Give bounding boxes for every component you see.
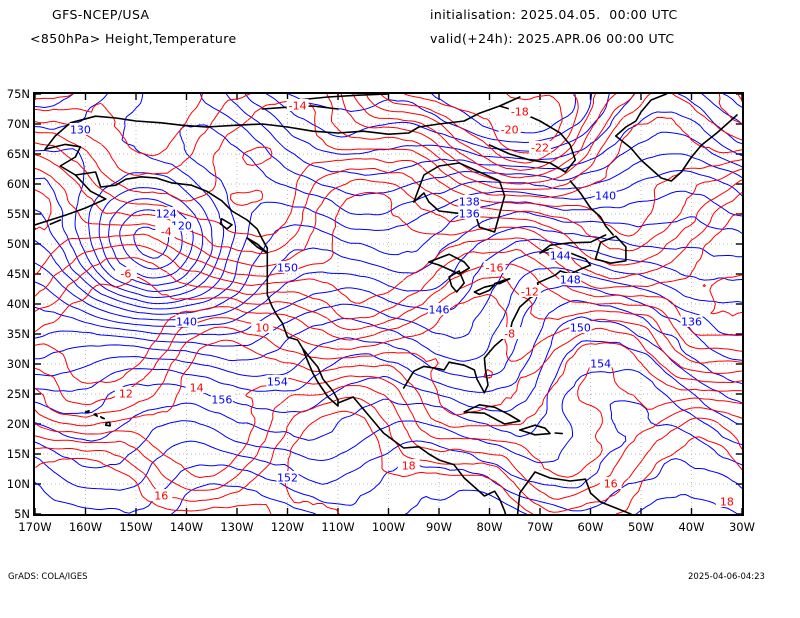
y-tick-30N: 30N bbox=[6, 357, 30, 371]
contour-label: -14 bbox=[289, 100, 307, 113]
y-tick-20N: 20N bbox=[6, 417, 30, 431]
render-timestamp: 2025-04-06-04:23 bbox=[688, 572, 765, 582]
contour-label: 154 bbox=[590, 358, 611, 371]
y-tick-50N: 50N bbox=[6, 237, 30, 251]
contour-label: 140 bbox=[176, 316, 197, 329]
contour-label: -12 bbox=[521, 286, 539, 299]
x-tick-80W: 80W bbox=[476, 520, 503, 534]
contour-label: 156 bbox=[211, 394, 232, 407]
y-tick-60N: 60N bbox=[6, 177, 30, 191]
x-tick-160W: 160W bbox=[68, 520, 103, 534]
y-tick-65N: 65N bbox=[6, 147, 30, 161]
contour-label: 18 bbox=[720, 496, 734, 509]
contour-label: 12 bbox=[119, 388, 133, 401]
contour-label: 148 bbox=[560, 274, 581, 287]
contour-label: 136 bbox=[459, 208, 480, 221]
contour-label: 130 bbox=[70, 124, 91, 137]
contour-label: 146 bbox=[429, 304, 450, 317]
x-tick-100W: 100W bbox=[371, 520, 406, 534]
x-tick-50W: 50W bbox=[627, 520, 654, 534]
contour-label: 124 bbox=[156, 208, 177, 221]
x-tick-110W: 110W bbox=[321, 520, 355, 534]
height-contour-group bbox=[35, 94, 742, 514]
contour-label: -16 bbox=[486, 262, 504, 275]
contour-label: -20 bbox=[501, 124, 519, 137]
contour-label: 138 bbox=[459, 196, 480, 209]
contour-label: 14 bbox=[190, 382, 204, 395]
contour-label: -4 bbox=[161, 226, 172, 239]
y-tick-55N: 55N bbox=[6, 207, 30, 221]
contour-label: 16 bbox=[154, 490, 168, 503]
y-tick-25N: 25N bbox=[6, 387, 30, 401]
gridline-group bbox=[35, 94, 742, 514]
y-tick-35N: 35N bbox=[6, 327, 30, 341]
y-tick-10N: 10N bbox=[6, 477, 30, 491]
contour-map-plot: 130 124 120 140 150 154 152 156 146 148 150 154 144 1… bbox=[33, 92, 744, 516]
source-credit: GrADS: COLA/IGES bbox=[8, 572, 88, 582]
temperature-contour-group bbox=[35, 94, 742, 514]
contour-label: -18 bbox=[511, 106, 529, 119]
contour-label: -6 bbox=[120, 268, 131, 281]
contour-label: 18 bbox=[402, 460, 416, 473]
contour-label: 152 bbox=[277, 472, 298, 485]
contour-label: 10 bbox=[255, 322, 269, 335]
contour-label: 150 bbox=[277, 262, 298, 275]
contour-label-group: 1301241201401501541521561461481501541441… bbox=[69, 99, 738, 509]
field-subtitle: <850hPa> Height,Temperature bbox=[30, 31, 237, 46]
x-tick-90W: 90W bbox=[425, 520, 452, 534]
contour-label: 150 bbox=[570, 322, 591, 335]
x-tick-150W: 150W bbox=[119, 520, 153, 534]
x-tick-140W: 140W bbox=[169, 520, 204, 534]
contour-label: -8 bbox=[504, 328, 515, 341]
contour-label: 136 bbox=[681, 316, 702, 329]
coastline-group bbox=[35, 94, 738, 514]
y-tick-70N: 70N bbox=[6, 117, 30, 131]
x-tick-40W: 40W bbox=[678, 520, 705, 534]
contour-label: 16 bbox=[604, 478, 618, 491]
contour-label: 154 bbox=[267, 376, 288, 389]
x-tick-170W: 170W bbox=[18, 520, 52, 534]
y-tick-40N: 40N bbox=[6, 297, 30, 311]
contour-label: -22 bbox=[531, 142, 549, 155]
contour-label: 144 bbox=[550, 250, 571, 263]
valid-time: valid(+24h): 2025.APR.06 00:00 UTC bbox=[430, 31, 675, 46]
contour-map-canvas: 1301241201401501541521561461481501541441… bbox=[35, 94, 742, 514]
x-tick-30W: 30W bbox=[728, 520, 755, 534]
y-tick-15N: 15N bbox=[6, 447, 30, 461]
model-title: GFS-NCEP/USA bbox=[52, 7, 150, 22]
contour-label: 140 bbox=[595, 190, 616, 203]
x-tick-60W: 60W bbox=[577, 520, 604, 534]
x-tick-130W: 130W bbox=[220, 520, 254, 534]
x-tick-120W: 120W bbox=[270, 520, 305, 534]
y-tick-5N: 5N bbox=[14, 507, 30, 521]
y-tick-45N: 45N bbox=[6, 267, 30, 281]
initialisation-time: initialisation: 2025.04.05. 00:00 UTC bbox=[430, 7, 678, 22]
y-tick-75N: 75N bbox=[6, 87, 30, 101]
x-tick-70W: 70W bbox=[526, 520, 553, 534]
